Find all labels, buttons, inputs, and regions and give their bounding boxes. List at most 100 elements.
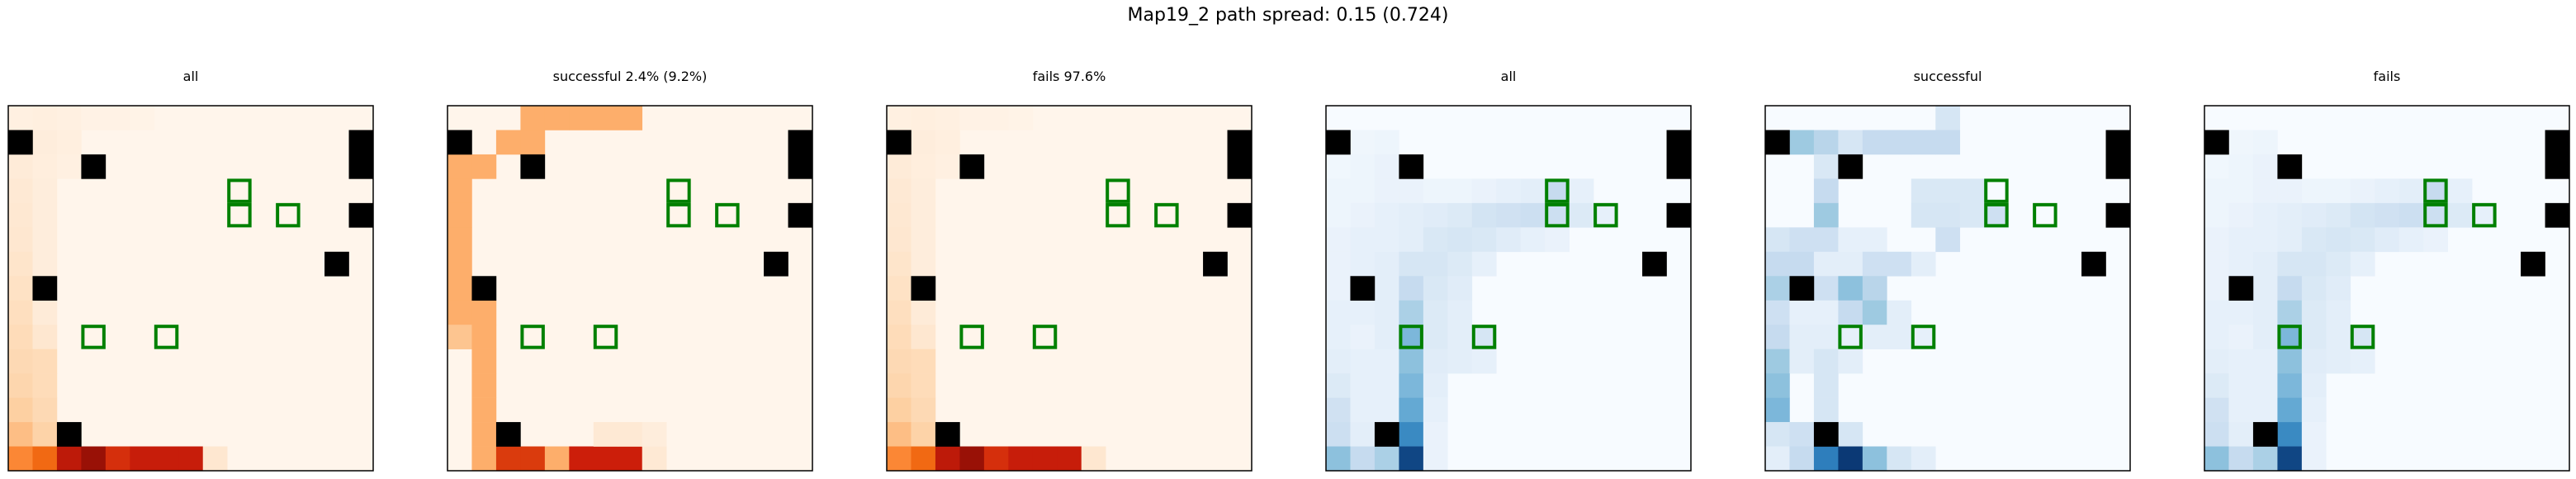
heatmap-cell	[1887, 447, 1911, 472]
heatmap-cell	[447, 178, 472, 203]
heatmap-cell	[1570, 178, 1594, 203]
heatmap-cell	[1496, 178, 1521, 203]
heatmap-cell	[1545, 227, 1570, 252]
heatmap-cell	[8, 227, 33, 252]
panel-title: all	[1501, 69, 1517, 84]
heatmap-cell	[2302, 227, 2327, 252]
wall-cell	[1765, 130, 1790, 154]
heatmap-cell	[2351, 252, 2375, 277]
heatmap-cell	[1350, 373, 1375, 398]
heatmap-cell	[1423, 373, 1448, 398]
heatmap-cell	[8, 276, 33, 301]
heatmap-cell	[1350, 227, 1375, 252]
heatmap-cell	[1447, 227, 1472, 252]
wall-cell	[1667, 130, 1692, 154]
heatmap-cell	[1814, 130, 1839, 154]
heatmap-cell	[447, 325, 472, 349]
heatmap-cell	[2204, 301, 2229, 325]
heatmap-cell	[1863, 447, 1887, 472]
heatmap-cell	[569, 447, 594, 472]
heatmap-cell	[2228, 447, 2253, 472]
heatmap-cell	[1838, 447, 1863, 472]
heatmap-cell	[911, 349, 935, 374]
heatmap-cell	[618, 422, 642, 447]
heatmap-cell	[1472, 203, 1497, 228]
heatmap-cell	[1863, 130, 1887, 154]
wall-cell	[1228, 130, 1252, 154]
heatmap-cell	[1375, 227, 1399, 252]
heatmap-cell	[1375, 178, 1399, 203]
heatmap-cell	[1814, 349, 1839, 374]
heatmap-cell	[447, 252, 472, 277]
heatmap-cell	[1765, 349, 1790, 374]
heatmap-cell	[1399, 422, 1423, 447]
heatmap-cell	[1814, 276, 1839, 301]
heatmap-cell	[911, 325, 935, 349]
heatmap-cell	[959, 106, 984, 130]
heatmap-cell	[471, 373, 496, 398]
heatmap-cell	[1765, 276, 1790, 301]
heatmap-cell	[2253, 349, 2278, 374]
wall-cell	[2545, 130, 2570, 154]
heatmap-cell	[1814, 252, 1839, 277]
heatmap-cell	[1350, 325, 1375, 349]
heatmap-cell	[911, 252, 935, 277]
wall-cell	[764, 252, 788, 277]
heatmap-cell	[2253, 301, 2278, 325]
heatmap-cell	[1326, 301, 1351, 325]
heatmap-cell	[545, 106, 570, 130]
heatmap-cell	[2302, 203, 2327, 228]
heatmap-cell	[2253, 252, 2278, 277]
panel-title: successful	[1914, 69, 1982, 84]
heatmap-cell	[887, 447, 912, 472]
heatmap-cell	[1765, 301, 1790, 325]
heatmap-cell	[1423, 301, 1448, 325]
heatmap-cell	[1375, 301, 1399, 325]
heatmap-cell	[1399, 349, 1423, 374]
heatmap-cell	[1814, 373, 1839, 398]
heatmap-cell	[32, 227, 57, 252]
heatmap-cell	[1472, 325, 1497, 349]
heatmap-cell	[2326, 276, 2351, 301]
wall-cell	[2106, 154, 2131, 179]
heatmap-cell	[1423, 447, 1448, 472]
heatmap-cell	[2351, 178, 2375, 203]
heatmap-cell	[2375, 178, 2399, 203]
heatmap-cell	[2228, 227, 2253, 252]
heatmap-cell	[911, 398, 935, 423]
heatmap-cell	[1350, 422, 1375, 447]
wall-cell	[1642, 252, 1667, 277]
heatmap-cell	[81, 106, 106, 130]
heatmap-cell	[2204, 447, 2229, 472]
heatmap-cell	[1838, 130, 1863, 154]
wall-cell	[887, 130, 912, 154]
heatmap-cell	[1033, 447, 1058, 472]
heatmap-cell	[1887, 130, 1911, 154]
heatmap-cell	[1350, 178, 1375, 203]
heatmap-cell	[1765, 373, 1790, 398]
heatmap-panel-5: successful	[1765, 69, 2130, 471]
heatmap-cell	[8, 106, 33, 130]
heatmap-cell	[1399, 252, 1423, 277]
heatmap-background	[447, 106, 812, 471]
heatmap-cell	[520, 447, 545, 472]
heatmap-cell	[32, 398, 57, 423]
heatmap-cell	[1789, 227, 1814, 252]
wall-cell	[1326, 130, 1351, 154]
heatmap-cell	[911, 373, 935, 398]
heatmap-cell	[1814, 154, 1839, 179]
heatmap-cell	[1350, 447, 1375, 472]
heatmap-cell	[594, 422, 618, 447]
heatmap-cell	[2204, 349, 2229, 374]
heatmap-cell	[1765, 252, 1790, 277]
heatmap-cell	[1375, 398, 1399, 423]
heatmap-cell	[1399, 398, 1423, 423]
wall-cell	[911, 276, 935, 301]
heatmap-cell	[8, 203, 33, 228]
heatmap-cell	[1911, 252, 1936, 277]
panel-title: fails 97.6%	[1033, 69, 1106, 84]
wall-cell	[1399, 154, 1423, 179]
heatmap-cell	[32, 252, 57, 277]
heatmap-cell	[32, 154, 57, 179]
heatmap-cell	[2448, 178, 2473, 203]
